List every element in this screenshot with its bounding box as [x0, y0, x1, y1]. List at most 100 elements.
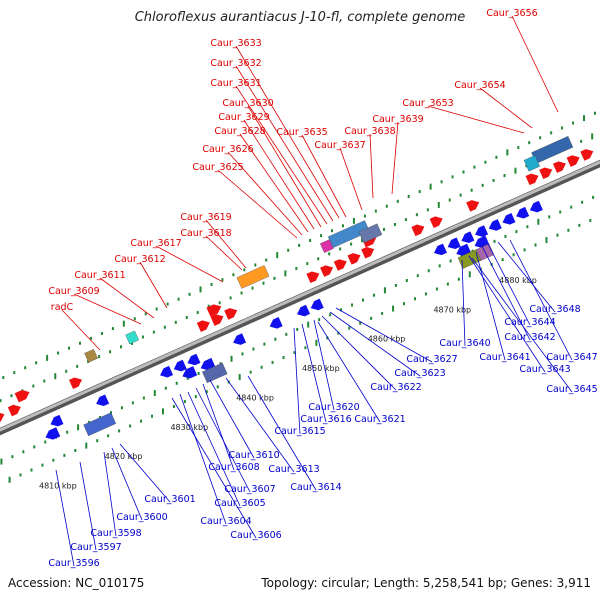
tick-mark [163, 325, 166, 329]
top-gene-label: Caur_3632 [210, 58, 261, 69]
forward-gene-arrow [7, 404, 21, 417]
bottom-gene-label-leader [487, 243, 531, 326]
tick-mark [504, 234, 507, 238]
bottom-gene-label: Caur_3644 [504, 317, 555, 328]
reverse-gene-arrow [160, 365, 174, 378]
top-gene-label: Caur_3618 [180, 228, 231, 239]
tick-mark [359, 321, 362, 325]
feature-box-body [236, 265, 270, 289]
tick-mark [326, 336, 329, 340]
tick-mark [492, 178, 495, 182]
tick-mark [593, 111, 596, 115]
feature-box-body [531, 136, 574, 164]
feature-box-body [83, 412, 117, 437]
bottom-gene-label: Caur_3640 [439, 338, 490, 349]
bottom-gene-label-leader [335, 307, 433, 363]
tick-mark [556, 233, 559, 237]
tick-mark [473, 165, 476, 169]
tick-mark [96, 439, 99, 443]
tick-mark [407, 194, 410, 198]
tick-mark [438, 264, 441, 268]
tick-mark [315, 339, 318, 346]
tick-mark [403, 302, 406, 306]
tick-mark [331, 229, 334, 233]
bottom-gene-label: Caur_3613 [268, 464, 319, 475]
top-gene-label: Caur_3656 [486, 8, 537, 19]
top-gene-label-leader [217, 169, 298, 239]
tick-mark [196, 311, 199, 315]
forward-gene-arrow [0, 413, 5, 422]
tick-mark [24, 366, 27, 370]
tick-mark [221, 278, 224, 282]
tick-mark [415, 213, 418, 217]
tick-mark [0, 458, 3, 465]
tick-mark [534, 243, 537, 247]
tick-mark [320, 234, 323, 238]
tick-mark [65, 369, 68, 373]
tick-mark [13, 371, 16, 375]
tick-mark [285, 332, 288, 336]
tick-mark [317, 257, 320, 261]
tick-mark [514, 167, 517, 174]
tick-mark [318, 318, 321, 322]
feature-box [236, 265, 270, 289]
tick-mark [32, 384, 35, 388]
bottom-gene-label: Caur_3610 [228, 450, 279, 461]
top-gene-label-leader [155, 245, 224, 283]
reverse-gene-arrow [310, 298, 324, 311]
tick-mark [240, 291, 243, 295]
tick-mark [405, 279, 408, 283]
tick-mark [271, 360, 274, 364]
tick-mark [77, 424, 80, 431]
scale-label: 4870 kbp [433, 305, 471, 314]
reverse-gene-arrow [516, 206, 530, 219]
bottom-gene-label: Caur_3608 [208, 462, 259, 473]
tick-mark [459, 193, 462, 197]
tick-mark [44, 440, 47, 444]
bottom-gene-label: Caur_3627 [406, 354, 457, 365]
tick-mark [265, 258, 268, 262]
tick-mark [381, 311, 384, 315]
bottom-gene-label: Caur_3616 [300, 414, 351, 425]
top-gene-label-leader [301, 134, 347, 218]
feature-box [125, 330, 139, 345]
tick-mark [54, 373, 57, 380]
top-gene-label-leader [235, 85, 328, 225]
forward-gene-arrow [552, 161, 566, 173]
bottom-gene-label-leader [55, 469, 75, 567]
tick-mark [230, 355, 233, 362]
bottom-gene-label-leader [225, 377, 295, 473]
tick-mark [153, 390, 156, 397]
feature-box [84, 349, 98, 363]
bottom-gene-label-leader [471, 257, 573, 393]
bottom-gene-label-leader [329, 311, 421, 377]
tick-mark [142, 396, 145, 400]
tick-mark [437, 201, 440, 208]
tick-mark [559, 210, 562, 214]
bottom-gene-label-leader [497, 241, 556, 313]
bottom-gene-label-leader [202, 383, 235, 471]
tick-mark [141, 335, 144, 339]
tick-mark [468, 271, 471, 278]
forward-gene-arrow [566, 155, 580, 167]
tick-mark [416, 274, 419, 278]
tick-mark [298, 243, 301, 247]
top-gene-label-leader [205, 219, 247, 269]
bottom-gene-label-leader [111, 447, 143, 521]
bottom-gene-label: Caur_3643 [519, 364, 570, 375]
tick-mark [462, 170, 465, 174]
tick-mark [30, 468, 33, 472]
reverse-gene-arrow [461, 231, 475, 243]
tick-mark [46, 354, 49, 361]
tick-mark [481, 183, 484, 187]
forward-gene-arrow [68, 377, 82, 390]
tick-mark [243, 268, 246, 272]
tick-mark [592, 195, 595, 199]
top-gene-label-leader [235, 65, 334, 222]
tick-mark [131, 401, 134, 405]
tick-mark [589, 218, 592, 222]
tick-mark [263, 342, 266, 346]
feature-box-body [84, 349, 98, 363]
tick-mark [133, 317, 136, 321]
